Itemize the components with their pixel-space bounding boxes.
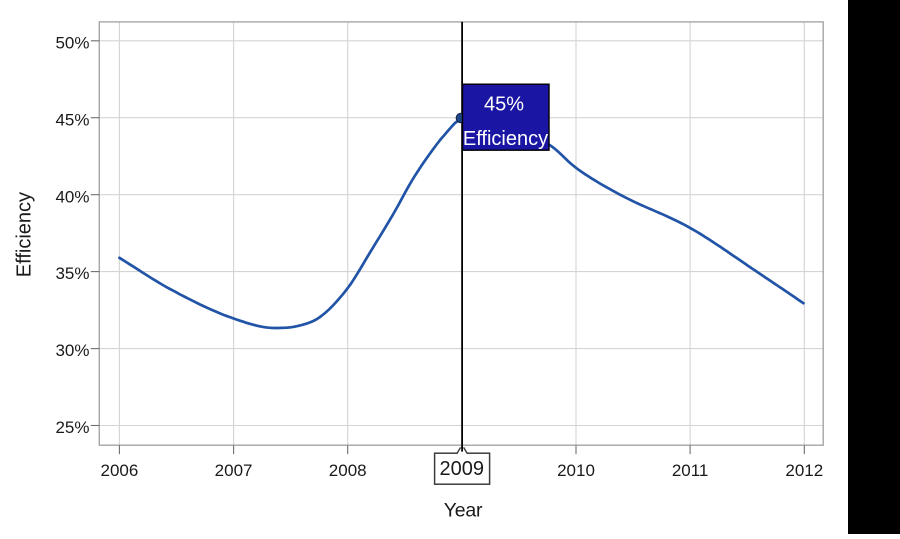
svg-text:25%: 25% (55, 418, 89, 437)
svg-text:30%: 30% (55, 341, 89, 360)
svg-text:40%: 40% (55, 187, 89, 206)
svg-text:45%: 45% (484, 94, 524, 116)
svg-text:2006: 2006 (100, 461, 138, 480)
svg-text:2011: 2011 (672, 461, 709, 480)
svg-text:Year: Year (444, 500, 483, 522)
svg-text:2010: 2010 (557, 461, 595, 480)
svg-text:35%: 35% (55, 264, 89, 283)
svg-text:2008: 2008 (329, 461, 367, 480)
svg-text:2012: 2012 (785, 461, 823, 480)
svg-text:Efficiency: Efficiency (463, 128, 548, 150)
svg-text:2007: 2007 (215, 461, 253, 480)
svg-text:2009: 2009 (440, 458, 485, 480)
svg-text:45%: 45% (55, 110, 89, 129)
svg-text:50%: 50% (55, 33, 89, 52)
svg-text:Efficiency: Efficiency (14, 192, 36, 277)
